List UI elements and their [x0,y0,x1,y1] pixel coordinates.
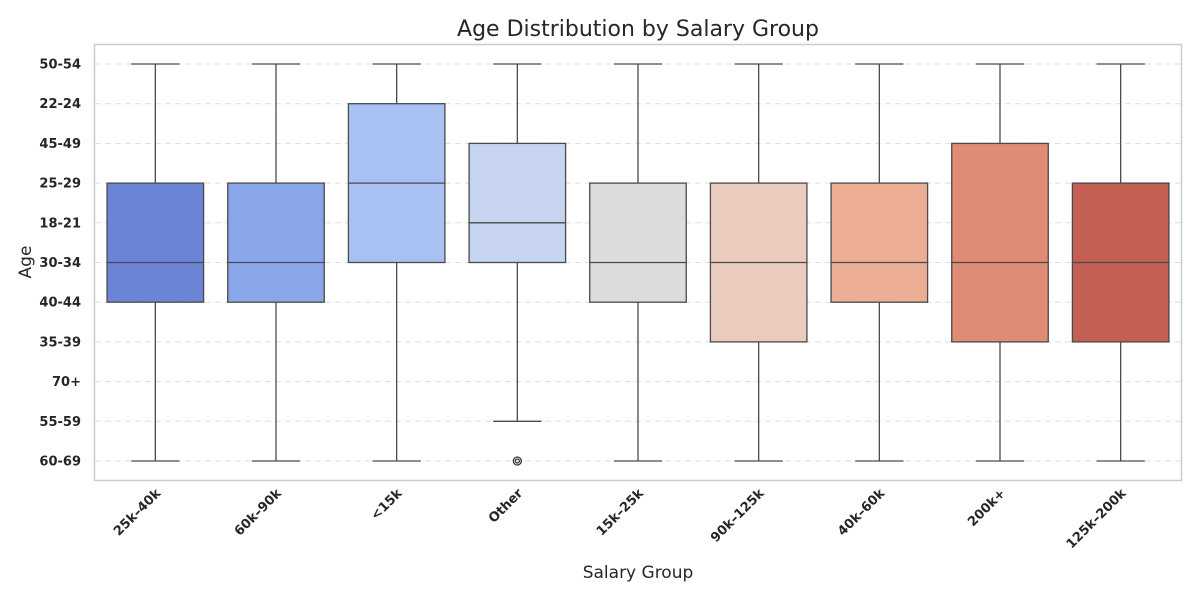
box-group [227,63,325,462]
y-tick-label: 35-39 [39,335,81,350]
y-tick-label: 70+ [52,375,81,390]
boxes [106,63,1170,466]
x-axis-label: Salary Group [583,563,694,583]
iqr-box [227,182,325,303]
iqr-box [468,142,567,264]
y-tick-label: 50-54 [39,58,81,73]
x-tick-labels: 25k–40k 60k–90k <15k Other 15k–25k 90k–125k 40… [111,486,1130,552]
plot-frame [93,43,1183,482]
box-group [106,63,205,462]
x-tick-label: Other [486,486,527,527]
x-tick-label: 60k–90k [232,486,285,539]
y-tick-label: 60-69 [39,455,81,470]
outlier-point [514,458,520,464]
y-tick-label: 18-21 [39,216,81,231]
y-tick-label: 30-34 [39,256,81,271]
iqr-box [830,182,929,303]
box-group [468,63,567,466]
x-tick-label: 90k–125k [708,486,768,546]
y-tick-label: 55-59 [39,415,81,430]
box-group [347,63,446,462]
outlier-point [512,456,522,466]
box-group [709,63,808,462]
y-tick-label: 45-49 [39,137,81,152]
y-tick-label: 22-24 [39,97,81,112]
iqr-box [951,142,1049,343]
y-tick-label: 25-29 [39,177,81,192]
box-group [830,63,929,462]
y-tick-labels: 50-54 22-24 45-49 25-29 18-21 30-34 40-44 35-39… [39,58,81,470]
y-axis-label: Age [16,246,36,279]
x-tick-label: 25k–40k [111,486,164,539]
iqr-box [589,182,687,303]
box-group [589,63,687,462]
x-tick-label: 200k+ [965,486,1009,530]
chart-title: Age Distribution by Salary Group [457,17,819,42]
x-tick-label: 15k–25k [594,486,647,539]
iqr-box [106,182,205,303]
x-tick-label: 40k–60k [835,486,888,539]
box-group [1071,63,1170,462]
x-tick-label: 125k–200k [1064,486,1130,552]
box-group [951,63,1049,462]
x-tick-label: <15k [368,486,405,523]
y-tick-label: 40-44 [39,296,81,311]
